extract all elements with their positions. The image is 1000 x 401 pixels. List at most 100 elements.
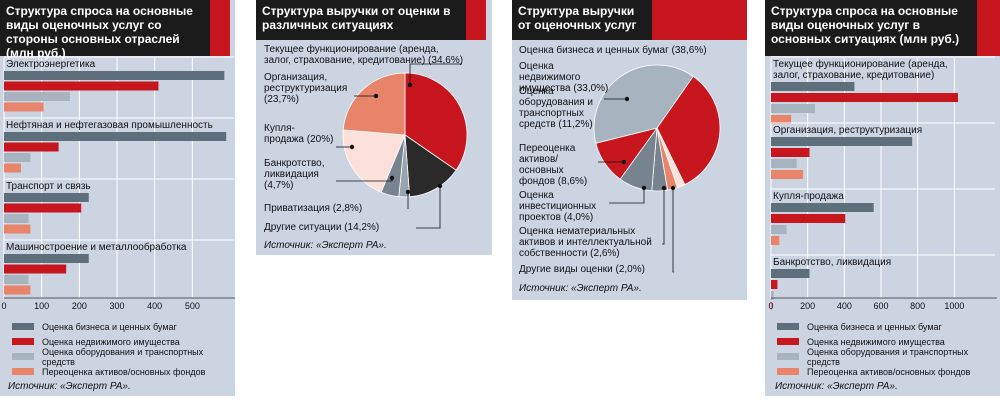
title-accent [210,0,230,56]
category-label: Транспорт и связь [6,181,91,192]
legend-label: Оценка бизнеса и ценных бумаг [807,321,942,332]
panel-title: Структура спроса на основные виды оценоч… [0,0,210,60]
bar [4,203,82,213]
legend-swatch [12,323,34,330]
pie-label-business: Оценка бизнеса и ценных бумаг (38,6%) [519,45,707,56]
legend-swatch [12,368,34,375]
legend-label: Оценка бизнеса и ценных бумаг [42,321,177,332]
panel-situations-revenue: Структура выручки от оценки в различных … [256,0,492,255]
bar [4,254,89,263]
legend-swatch [12,353,34,360]
bar [4,163,21,173]
pie-label-revaluation: Переоценка активов/основных фондов (8,6%… [519,143,588,187]
tick-label: 500 [185,301,200,310]
legend: Оценка бизнеса и ценных бумаг Оценка нед… [12,319,235,379]
title-accent [466,0,486,40]
bar [4,264,67,274]
legend-item: Оценка оборудования и транспортных средс… [777,346,1000,367]
legend-item: Переоценка активов/основных фондов [777,364,1000,379]
pie-slice [342,72,406,136]
bar [771,148,810,157]
category-label: Купля-продажа [773,191,844,202]
category-label: Банкротство, ликвидация [773,257,891,268]
bar [771,302,772,310]
pie-label-current-ops: Текущее функционирование (аренда, залог,… [264,44,464,66]
source-note: Источник: «Эксперт РА». [519,283,642,294]
legend: Оценка бизнеса и ценных бумаг Оценка нед… [777,319,1000,379]
pie-label-intangible: Оценка нематериальных активов и интеллек… [519,226,652,259]
legend-swatch [777,338,799,345]
bar-chart-situations: Текущее функционирование (аренда,залог, … [768,56,997,310]
pie-label-reorganization: Организация, реструктуризация (23,7%) [264,72,348,105]
pie-slice [404,72,468,171]
pie-chart-services [593,64,721,273]
bar [771,269,810,278]
bar [4,71,225,80]
bar [771,214,846,223]
bar [4,102,44,112]
tick-label: 400 [837,301,852,310]
pie-slice [342,129,406,193]
bar-chart-industries: Электроэнергетика Нефтяная и нефтегазовая… [1,56,235,310]
bar [771,203,874,212]
legend-item: Оценка бизнеса и ценных бумаг [777,319,1000,334]
leader-dot [670,185,676,191]
leader-line [662,188,665,245]
leader-line [672,188,674,273]
pie-label-buy-sell: Купля-продажа (20%) [264,123,334,145]
pie-label-privatization: Приватизация (2,8%) [264,203,363,214]
category-label: Электроэнергетика [6,59,96,70]
tick-label: 300 [109,301,124,310]
bar [771,115,792,124]
legend-item: Переоценка активов/основных фондов [12,364,235,379]
tick-label: 0 [768,301,773,310]
pie-label-equipment: Оценка оборудования и транспортных средс… [519,86,594,130]
legend-label: Оценка оборудования и транспортных средс… [807,346,969,367]
bar [4,81,159,91]
bar [771,225,787,234]
bar [771,280,778,289]
tick-label: 200 [800,301,815,310]
tick-label: 0 [1,301,6,310]
pie-label-realestate: Оценка недвижимого имущества (33,0%) [519,61,609,94]
leader-dot [641,185,647,191]
pie-slice [404,134,457,198]
title-accent [977,0,1000,56]
legend-swatch [777,323,799,330]
panel-title: Структура спроса на основные виды оценоч… [765,0,977,56]
bar [771,170,804,179]
leader-line [409,63,462,85]
panel-situations-demand: Структура спроса на основные виды оценоч… [765,0,1000,396]
bar [4,285,31,295]
bar [4,224,31,234]
legend-label: Переоценка активов/основных фондов [42,366,206,377]
category-label: Организация, реструктуризация [773,125,922,136]
legend-swatch [777,353,799,360]
panel-industries: Структура спроса на основные виды оценоч… [0,0,235,396]
legend-item: Оценка недвижимого имущества [12,334,235,349]
pie-label-investment: Оценка инвестиционных проектов (4,0%) [519,190,597,223]
tick-label: 1000 [944,301,964,310]
bar [4,132,227,141]
bar [771,159,797,168]
leader-dot [373,93,379,99]
legend-swatch [12,338,34,345]
bar [4,214,29,223]
leader-dot [407,82,413,88]
leader-dot [624,96,630,102]
pie-label-other: Другие ситуации (14,2%) [264,222,380,233]
legend-label: Оценка оборудования и транспортных средс… [42,346,204,367]
legend-item: Оценка бизнеса и ценных бумаг [12,319,235,334]
leader-dot [661,185,667,191]
leader-dot [349,144,355,150]
leader-dot [405,189,411,195]
bar [4,153,31,162]
leader-dot [621,159,627,165]
pie-slice [593,64,694,144]
pie-label-other: Другие виды оценки (2,0%) [519,264,645,275]
legend-item: Оценка оборудования и транспортных средс… [12,346,235,367]
leader-line [416,186,441,229]
panel-services-revenue: Структура выручки от оценочных услуг Оце… [512,0,747,300]
leader-dot [389,175,395,181]
tick-label: 200 [72,301,87,310]
